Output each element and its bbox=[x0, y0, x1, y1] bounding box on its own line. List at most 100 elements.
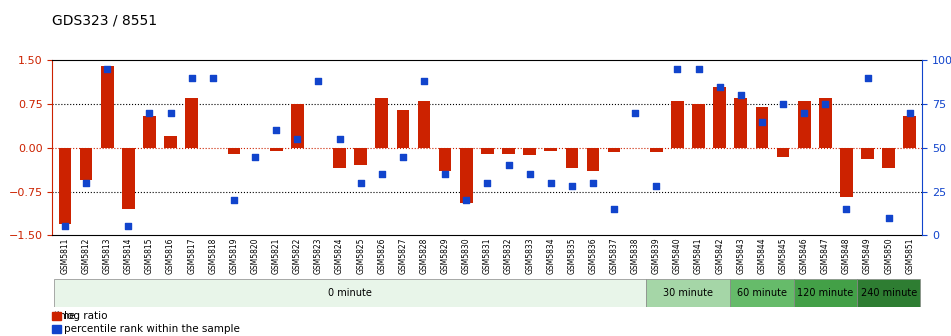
Text: GSM5833: GSM5833 bbox=[525, 237, 534, 274]
Point bbox=[417, 79, 432, 84]
Bar bbox=[734, 98, 747, 148]
Point bbox=[902, 110, 918, 116]
Bar bbox=[650, 148, 663, 153]
Point bbox=[881, 215, 896, 220]
Point bbox=[480, 180, 495, 185]
Bar bbox=[903, 116, 916, 148]
Point bbox=[501, 163, 516, 168]
Text: GSM5819: GSM5819 bbox=[229, 237, 239, 274]
Point bbox=[311, 79, 326, 84]
Text: 240 minute: 240 minute bbox=[861, 288, 917, 298]
Point bbox=[670, 67, 685, 72]
Text: GSM5824: GSM5824 bbox=[335, 237, 344, 274]
Point bbox=[797, 110, 812, 116]
Point bbox=[712, 84, 728, 89]
Text: GSM5851: GSM5851 bbox=[905, 237, 914, 274]
Bar bbox=[80, 148, 92, 180]
Bar bbox=[227, 148, 241, 154]
Bar bbox=[819, 98, 832, 148]
Text: GSM5840: GSM5840 bbox=[673, 237, 682, 274]
Bar bbox=[692, 104, 705, 148]
Text: GSM5813: GSM5813 bbox=[103, 237, 111, 274]
Bar bbox=[840, 148, 853, 197]
Point bbox=[733, 93, 748, 98]
Point bbox=[586, 180, 601, 185]
Text: GSM5825: GSM5825 bbox=[357, 237, 365, 274]
Bar bbox=[883, 148, 895, 168]
Point bbox=[691, 67, 707, 72]
Point bbox=[564, 183, 579, 189]
Bar bbox=[355, 148, 367, 165]
Point bbox=[754, 119, 769, 124]
Text: GSM5846: GSM5846 bbox=[800, 237, 808, 274]
Text: log ratio: log ratio bbox=[64, 311, 107, 321]
Bar bbox=[270, 148, 282, 151]
Point bbox=[205, 75, 221, 81]
Point bbox=[396, 154, 411, 159]
Point bbox=[818, 101, 833, 107]
Point bbox=[839, 206, 854, 212]
Text: percentile rank within the sample: percentile rank within the sample bbox=[64, 324, 240, 334]
Text: GSM5837: GSM5837 bbox=[610, 237, 618, 274]
Point bbox=[522, 171, 537, 177]
Bar bbox=[481, 148, 494, 154]
Text: GSM5835: GSM5835 bbox=[568, 237, 576, 274]
Text: GSM5850: GSM5850 bbox=[884, 237, 893, 274]
Point bbox=[374, 171, 389, 177]
Text: GSM5832: GSM5832 bbox=[504, 237, 513, 274]
Text: GDS323 / 8551: GDS323 / 8551 bbox=[52, 13, 158, 28]
Bar bbox=[566, 148, 578, 168]
Bar bbox=[587, 148, 599, 171]
Bar bbox=[777, 148, 789, 157]
Point bbox=[142, 110, 157, 116]
Bar bbox=[438, 148, 452, 171]
Point bbox=[332, 136, 347, 142]
Bar bbox=[544, 148, 557, 151]
Text: GSM5827: GSM5827 bbox=[398, 237, 407, 274]
FancyBboxPatch shape bbox=[730, 279, 794, 307]
Point bbox=[100, 67, 115, 72]
Bar bbox=[52, 312, 61, 320]
Text: GSM5836: GSM5836 bbox=[589, 237, 597, 274]
Bar bbox=[862, 148, 874, 160]
Point bbox=[184, 75, 200, 81]
Text: 0 minute: 0 minute bbox=[328, 288, 372, 298]
Point bbox=[860, 75, 875, 81]
Bar bbox=[122, 148, 135, 209]
Point bbox=[775, 101, 790, 107]
Text: GSM5823: GSM5823 bbox=[314, 237, 323, 274]
Bar bbox=[397, 110, 409, 148]
Bar bbox=[376, 98, 388, 148]
Text: GSM5849: GSM5849 bbox=[864, 237, 872, 274]
Bar bbox=[523, 148, 536, 155]
FancyBboxPatch shape bbox=[794, 279, 857, 307]
Bar bbox=[671, 101, 684, 148]
FancyBboxPatch shape bbox=[54, 279, 646, 307]
Text: GSM5843: GSM5843 bbox=[736, 237, 746, 274]
Text: GSM5830: GSM5830 bbox=[462, 237, 471, 274]
Bar bbox=[333, 148, 346, 168]
Bar bbox=[713, 87, 726, 148]
Text: GSM5841: GSM5841 bbox=[694, 237, 703, 274]
Text: GSM5839: GSM5839 bbox=[651, 237, 661, 274]
Point bbox=[79, 180, 94, 185]
Point bbox=[290, 136, 305, 142]
Text: GSM5814: GSM5814 bbox=[124, 237, 133, 274]
Bar bbox=[59, 148, 71, 223]
Bar bbox=[756, 107, 768, 148]
Point bbox=[649, 183, 664, 189]
Text: GSM5821: GSM5821 bbox=[272, 237, 281, 274]
Text: GSM5816: GSM5816 bbox=[166, 237, 175, 274]
Point bbox=[268, 128, 283, 133]
Point bbox=[543, 180, 558, 185]
Point bbox=[437, 171, 453, 177]
Text: GSM5838: GSM5838 bbox=[631, 237, 640, 274]
Bar bbox=[502, 148, 514, 154]
FancyBboxPatch shape bbox=[857, 279, 921, 307]
Text: 60 minute: 60 minute bbox=[737, 288, 787, 298]
Bar bbox=[101, 66, 113, 148]
Text: time: time bbox=[53, 311, 75, 321]
Point bbox=[57, 224, 72, 229]
Bar bbox=[143, 116, 156, 148]
Point bbox=[607, 206, 622, 212]
